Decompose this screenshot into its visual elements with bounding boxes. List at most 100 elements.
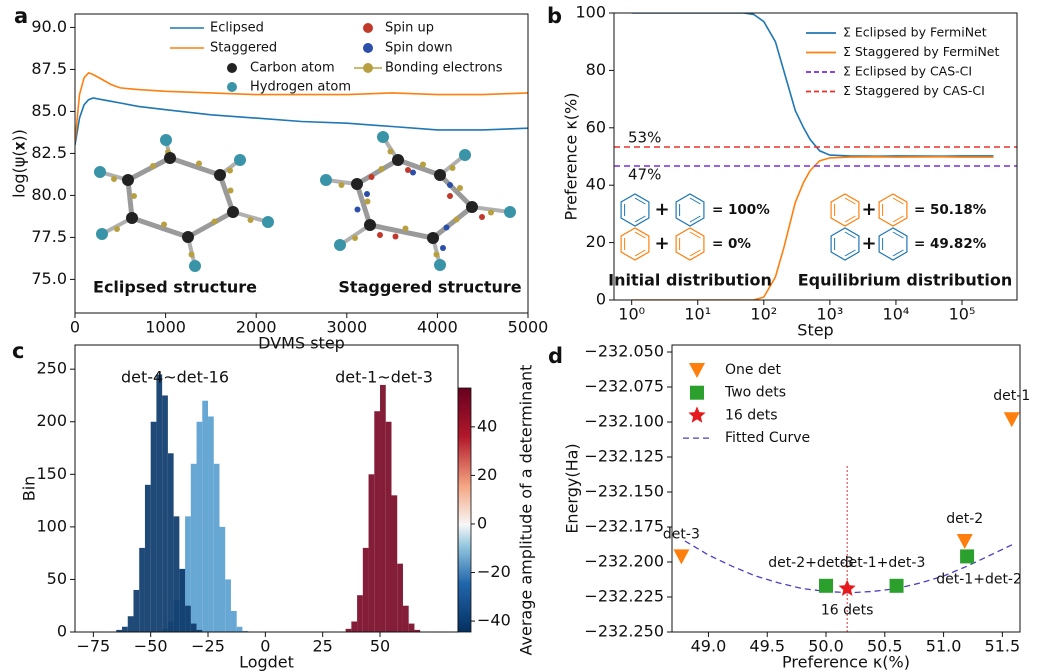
ring-icon-inner [892,197,904,205]
y-tick-label: −232.150 [584,482,664,501]
point-label: det-1+det-3 [840,555,926,571]
ring-icon-inner [689,231,701,239]
histogram-bar [156,374,163,632]
electron [227,187,234,194]
legend-label: Σ Eclipsed by FermiNet [843,25,987,40]
carbon-atom [427,232,439,244]
histogram-bar [208,416,214,632]
histogram-bar [196,629,203,632]
annotation: Equilibrium distribution [798,271,1013,290]
y-tick-label: −232.200 [584,552,664,571]
annotation: det-4~det-16 [121,368,229,387]
ring-icon-inner [892,249,904,257]
histogram-bar [144,484,151,632]
hydrogen-atom [377,131,389,143]
annotation: Eclipsed structure [93,278,257,297]
histogram-bar [408,623,415,632]
legend-marker [227,82,237,92]
x-tick-label: −25 [191,637,225,656]
ring-icon [620,227,650,261]
electron [150,163,156,169]
point [819,578,834,593]
annotation: 53% [628,129,661,147]
spin-electron [447,193,453,199]
y-tick-label: −232.050 [584,342,664,361]
histogram-bar [167,453,174,632]
x-tick-label: 49.0 [691,637,727,656]
electron [378,166,385,172]
spin-electron [479,214,485,220]
histogram-bar [185,516,191,632]
electron [338,182,345,188]
colorbar-tick-label: 20 [477,465,497,484]
electron [196,160,202,167]
y-tick-label: 77.5 [31,227,67,246]
histogram-bar [230,610,237,632]
histogram-bar [185,605,191,632]
ring-icon-inner [844,231,856,239]
y-axis-label: Energy(Ha) [563,443,582,533]
spin-electron [440,245,446,251]
histogram-bar [139,547,145,632]
histogram-bar [380,384,386,632]
electron [131,193,137,199]
x-tick-label: 10⁵ [949,305,976,324]
ring-icon-inner [634,249,646,257]
hydrogen-atom [334,239,346,251]
ring-icon-inner [689,249,701,257]
carbon-atom [164,152,176,164]
legend-label: Carbon atom [250,61,335,76]
line-series [631,13,994,158]
x-tick-label: 0 [260,637,270,656]
colorbar-tick-label: −20 [477,562,511,581]
hydrogen-atom [96,228,108,240]
x-tick-label: 0 [70,318,80,337]
carbon-atom [182,231,194,243]
histogram-bar [196,421,203,632]
annotation: Staggered structure [338,278,521,297]
x-tick-label: 49.5 [749,637,785,656]
colorbar-tick-label: 40 [477,416,497,435]
plot-frame [74,344,459,633]
x-tick-label: 50.0 [808,637,844,656]
x-tick-label: 25 [313,637,333,656]
bond [354,183,373,226]
electron [457,185,463,191]
histogram-bar [357,595,363,632]
legend-label: Eclipsed [210,21,264,36]
ring-icon-inner [689,197,701,205]
plot-frame [671,344,1021,633]
spin-electron [354,206,361,213]
y-tick-label: 80 [586,60,606,79]
histogram-bar [150,421,157,632]
electron [364,198,371,205]
legend-label: Σ Staggered by CAS-CI [843,83,985,98]
y-tick-label: 40 [586,175,606,194]
legend-label: Staggered [210,41,277,56]
histogram-bar [219,526,226,632]
bond [126,155,172,183]
spin-electron [377,232,383,238]
y-tick-label: 80.0 [31,185,67,204]
hydrogen-atom [160,134,172,146]
y-tick-label: 75.0 [31,269,67,288]
annotation: Initial distribution [608,271,772,290]
y-tick-label: −232.100 [584,412,664,431]
point [960,549,975,564]
panel-label: d [548,344,563,368]
point [690,385,704,400]
legend-label: Bonding electrons [385,61,503,76]
electron [352,235,358,241]
histogram-bar [190,463,197,632]
ring-icon-inner [689,215,701,223]
hydrogen-atom [189,260,201,272]
y-tick-label: 200 [36,411,67,430]
carbon-atom [364,219,376,231]
histogram-bar [391,495,398,632]
y-tick-label: −232.250 [584,622,664,641]
y-axis-label: log(ψ(𝐱)) [10,129,29,198]
annotation: = 100% [712,202,770,218]
colorbar-tick-label: −40 [477,611,511,630]
ring-icon-inner [634,215,646,223]
histogram-bar [116,629,123,632]
